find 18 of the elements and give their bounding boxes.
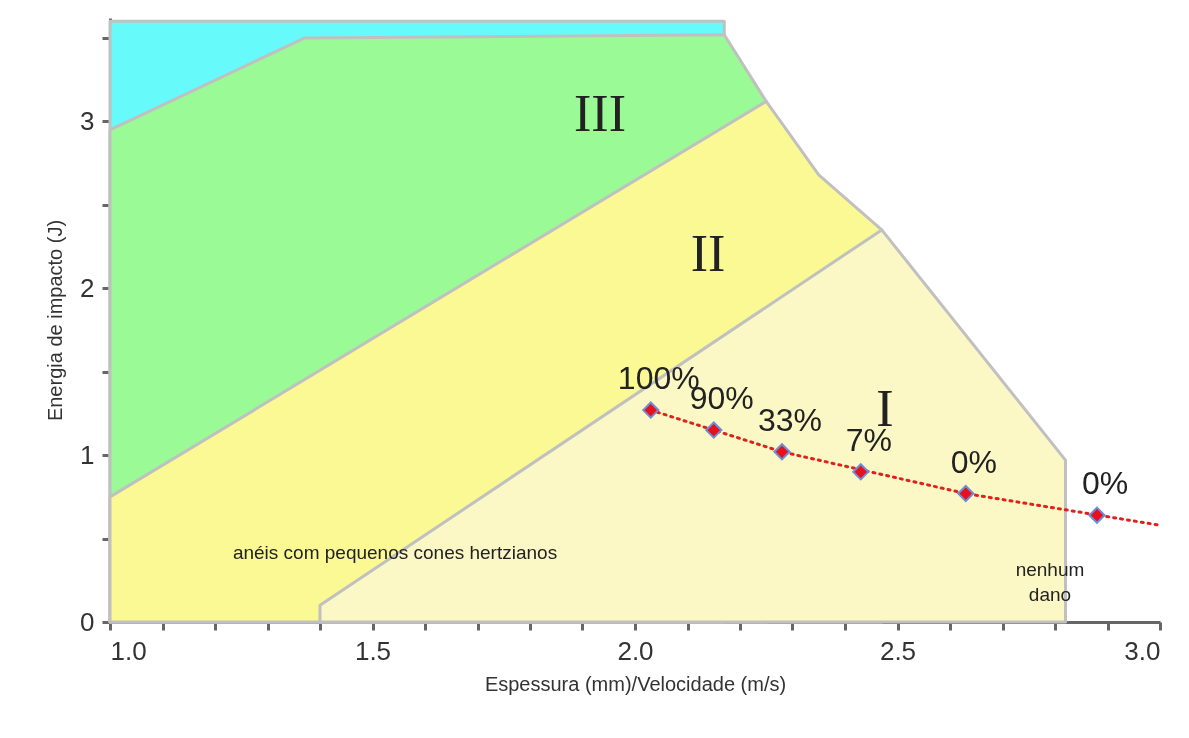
y-tick-label: 0	[80, 606, 95, 637]
x-tick-label: 2.0	[617, 635, 654, 666]
annotation: 0%	[950, 443, 997, 480]
y-tick-label: 3	[80, 105, 95, 136]
series-label: II	[690, 225, 726, 282]
x-tick-label: 1.0	[110, 635, 147, 666]
annotation: nenhum dano	[1015, 559, 1085, 605]
annotation: anéis com pequenos cones hertzianos	[232, 542, 558, 563]
x-tick-label: 2.5	[879, 635, 917, 666]
x-axis-title: Espessura (mm)/Velocidade (m/s)	[484, 672, 787, 695]
x-tick-label: 1.5	[354, 635, 392, 666]
y-tick-label: 1	[80, 439, 95, 470]
series-label: III	[574, 85, 626, 142]
annotation: 0%	[1081, 465, 1129, 502]
x-tick-label: 3.0	[1124, 635, 1161, 666]
y-axis-title: Energia de impacto (J)	[44, 219, 67, 422]
y-tick-label: 2	[80, 272, 95, 303]
annotation: 33%	[757, 401, 823, 438]
